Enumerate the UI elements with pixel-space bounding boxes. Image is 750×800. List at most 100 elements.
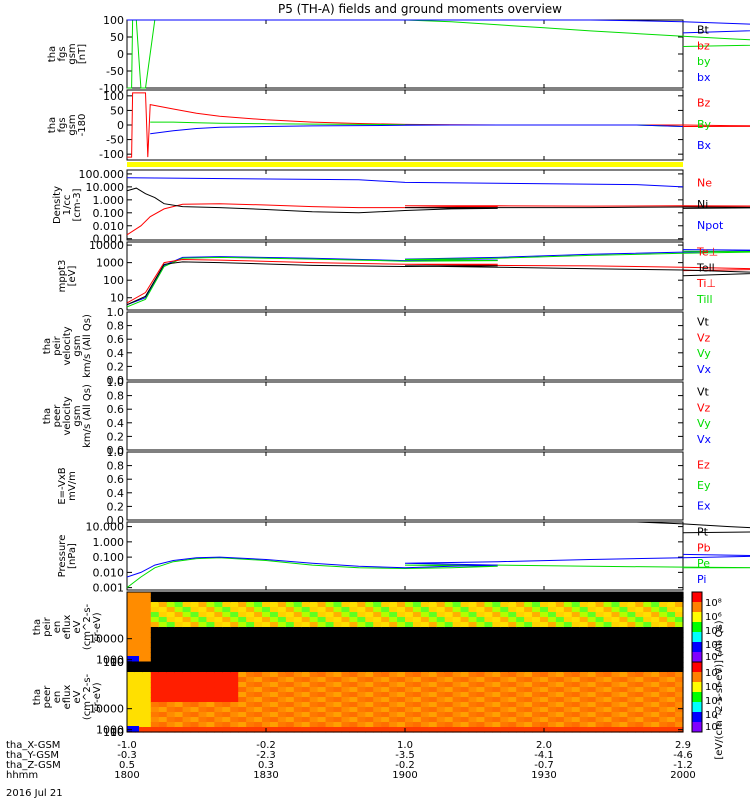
spectrogram-cell — [619, 717, 628, 723]
spectrogram-cell — [476, 722, 486, 728]
y-tick-label: 0 — [117, 119, 124, 132]
spectrogram-cell — [150, 707, 160, 713]
spectrogram-cell — [230, 712, 239, 718]
spectrogram-cell — [246, 722, 255, 728]
spectrogram-cell — [484, 707, 493, 713]
spectrogram-cell — [254, 657, 263, 663]
spectrogram-cell — [675, 717, 684, 723]
spectrogram-cell — [198, 672, 208, 678]
y-tick-label: 0 — [117, 48, 124, 61]
spectrogram-cell — [444, 692, 454, 698]
spectrogram-cell — [444, 682, 454, 688]
spectrogram-cell — [373, 672, 382, 678]
spectrogram-cell — [476, 637, 486, 643]
spectrogram-cell — [436, 692, 446, 698]
spectrogram-cell — [397, 612, 406, 618]
spectrogram-cell — [555, 627, 565, 633]
spectrogram-cell — [540, 617, 549, 623]
spectrogram-cell — [301, 632, 311, 638]
spectrogram-cell — [269, 712, 279, 718]
spectrogram-cell — [127, 662, 136, 668]
spectrogram-cell — [262, 697, 271, 703]
spectrogram-cell — [127, 637, 136, 643]
spectrogram-cell — [595, 632, 605, 638]
spectrogram-cell — [254, 662, 263, 668]
spectrogram-cell — [563, 692, 573, 698]
spectrogram-cell — [627, 657, 636, 663]
spectrogram-cell — [389, 712, 398, 718]
spectrogram-cell — [277, 632, 287, 638]
spectrogram-cell — [500, 652, 509, 658]
spectrogram-cell — [333, 712, 343, 718]
spectrogram-cell — [301, 727, 311, 733]
spectrogram-cell — [524, 632, 533, 638]
spectrogram-cell — [595, 707, 605, 713]
spectrogram-cell — [285, 597, 295, 603]
spectrogram-cell — [627, 617, 636, 623]
spectrogram-cell — [341, 702, 350, 708]
spectrogram-cell — [397, 717, 406, 723]
spectrogram-cell — [452, 637, 462, 643]
spectrogram-cell — [373, 687, 382, 693]
spectrogram-cell — [150, 597, 160, 603]
spectrogram-cell — [508, 657, 517, 663]
spectrogram-cell — [127, 726, 139, 732]
spectrogram-cell — [301, 692, 311, 698]
spectrogram-cell — [619, 622, 628, 628]
spectrogram-cell — [420, 617, 430, 623]
spectrogram-cell — [134, 727, 144, 733]
spectrogram-cell — [373, 617, 382, 623]
y-axis-label: sr-eV) — [92, 682, 103, 711]
spectrogram-cell — [547, 642, 557, 648]
series-line-green — [127, 19, 750, 89]
spectrogram-cell — [555, 677, 565, 683]
spectrogram-cell — [397, 707, 406, 713]
spectrogram-cell — [222, 727, 231, 733]
spectrogram-cell — [238, 697, 247, 703]
spectrogram-cell — [643, 727, 652, 733]
spectrogram-cell — [587, 647, 597, 653]
spectrogram-cell — [254, 647, 263, 653]
spectrogram-cell — [595, 677, 605, 683]
spectrogram-cell — [325, 602, 335, 608]
spectrogram-cell — [667, 717, 676, 723]
legend-label: Bx — [697, 139, 712, 152]
spectrogram-cell — [397, 692, 406, 698]
spectrogram-cell — [134, 607, 144, 613]
spectrogram-cell — [603, 592, 613, 598]
spectrogram-cell — [127, 667, 136, 673]
legend-label: Tell — [696, 261, 715, 274]
spectrogram-cell — [563, 702, 573, 708]
spectrogram-cell — [532, 672, 541, 678]
spectrogram-cell — [198, 657, 208, 663]
spectrogram-cell — [277, 627, 287, 633]
spectrogram-cell — [127, 687, 136, 693]
y-axis-label: en — [52, 691, 63, 704]
spectrogram-cell — [492, 637, 501, 643]
spectrogram-cell — [460, 622, 470, 628]
spectrogram-cell — [611, 642, 621, 648]
spectrogram-cell — [214, 712, 223, 718]
spectrogram-cell — [214, 727, 223, 733]
spectrogram-cell — [524, 602, 533, 608]
spectrogram-cell — [397, 622, 406, 628]
spectrogram-cell — [436, 687, 446, 693]
spectrogram-cell — [325, 667, 335, 673]
spectrogram-cell — [500, 662, 509, 668]
spectrogram-cell — [158, 687, 168, 693]
spectrogram-cell — [269, 727, 279, 733]
spectrogram-cell — [595, 612, 605, 618]
spectrogram-cell — [540, 702, 549, 708]
spectrogram-cell — [492, 612, 501, 618]
spectrogram-cell — [476, 672, 486, 678]
spectrogram-cell — [436, 612, 446, 618]
spectrogram-cell — [516, 622, 525, 628]
spectrogram-cell — [524, 672, 533, 678]
spectrogram-cell — [142, 697, 152, 703]
spectrogram-cell — [452, 702, 462, 708]
spectrogram-cell — [214, 677, 223, 683]
spectrogram-cell — [651, 617, 660, 623]
spectrogram-cell — [476, 647, 486, 653]
spectrogram-cell — [238, 592, 247, 598]
